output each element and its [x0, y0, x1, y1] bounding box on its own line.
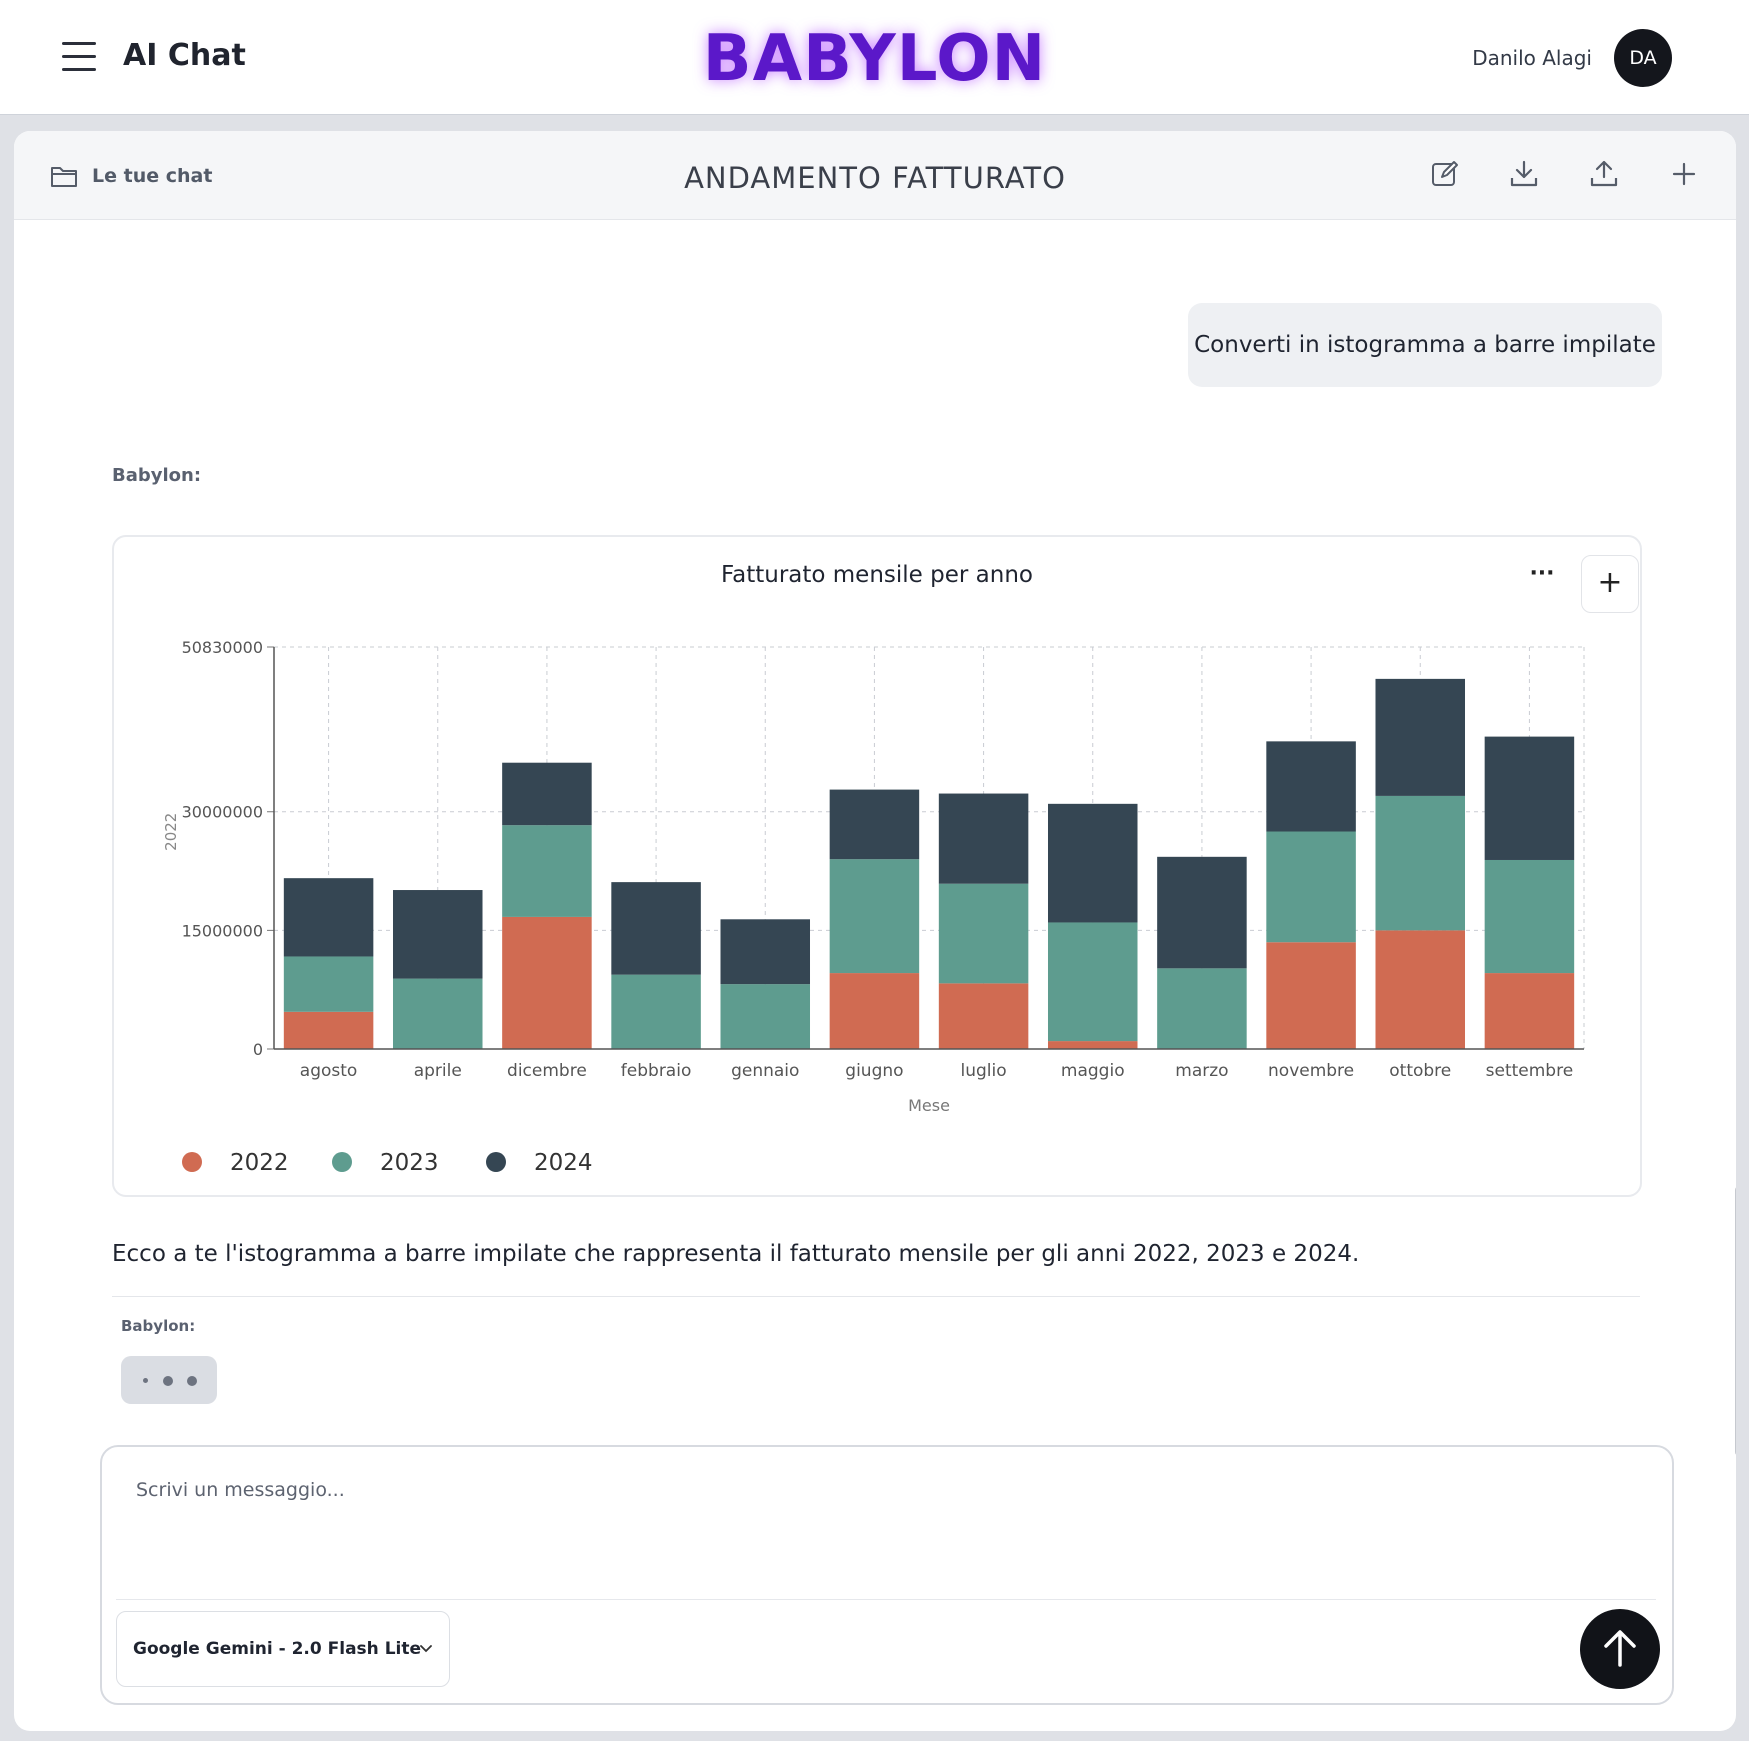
x-tick-label: aprile	[414, 1061, 462, 1081]
bar-2024-dicembre	[502, 762, 592, 826]
legend-label-2024: 2024	[534, 1150, 593, 1176]
x-tick-label: marzo	[1175, 1061, 1228, 1081]
bar-2024-marzo	[1157, 856, 1247, 969]
x-tick-label: giugno	[845, 1061, 903, 1081]
chart-card: Fatturato mensile per anno 0 15000000 30000…	[112, 535, 1642, 1197]
typing-indicator	[121, 1356, 217, 1404]
legend-marker-2022	[182, 1152, 202, 1172]
stacked-bar-chart: Fatturato mensile per anno 0 15000000 30000…	[162, 562, 1585, 1176]
x-tick-label: ottobre	[1389, 1061, 1451, 1081]
bar-2023-settembre	[1484, 859, 1575, 974]
bar-2023-dicembre	[502, 825, 592, 917]
chat-panel: Le tue chat ANDAMENTO FATTURATO Converti…	[14, 131, 1736, 1731]
bar-2022-giugno	[829, 973, 920, 1049]
y-tick-label: 30000000	[182, 803, 263, 822]
top-bar: AI Chat BABYLON Danilo Alagi DA	[0, 0, 1749, 115]
bar-2024-agosto	[283, 878, 374, 957]
bar-2024-febbraio	[611, 882, 701, 975]
bot-label: Babylon:	[112, 465, 202, 486]
bar-2024-gennaio	[720, 919, 811, 985]
upload-icon[interactable]	[1589, 159, 1619, 189]
send-button[interactable]	[1580, 1609, 1660, 1689]
new-chat-icon[interactable]	[1669, 159, 1699, 189]
divider	[112, 1296, 1640, 1297]
bot-label-2: Babylon:	[121, 1317, 196, 1335]
more-options-icon[interactable]: ···	[1529, 561, 1555, 586]
x-tick-label: gennaio	[731, 1061, 799, 1081]
y-tick-label: 50830000	[182, 638, 263, 657]
chart-add-button[interactable]: +	[1581, 555, 1639, 613]
bot-answer: Ecco a te l'istogramma a barre impilate …	[112, 1241, 1360, 1267]
bar-2024-settembre	[1484, 736, 1575, 860]
bar-2023-ottobre	[1375, 795, 1466, 931]
x-tick-label: novembre	[1268, 1061, 1354, 1081]
y-tick-label: 0	[253, 1040, 263, 1059]
legend-marker-2024	[486, 1152, 506, 1172]
bar-2024-novembre	[1266, 741, 1356, 832]
model-label: Google Gemini - 2.0 Flash Lite	[133, 1639, 422, 1659]
arrow-up-icon	[1604, 1630, 1636, 1667]
composer-divider	[116, 1599, 1656, 1600]
x-tick-label: settembre	[1486, 1061, 1574, 1081]
scrollbar[interactable]	[1735, 1186, 1736, 1456]
menu-icon[interactable]	[62, 42, 96, 71]
edit-icon[interactable]	[1430, 159, 1460, 189]
user-name[interactable]: Danilo Alagi	[1472, 46, 1592, 70]
folder-icon	[51, 167, 77, 187]
bar-2022-agosto	[283, 1011, 374, 1049]
your-chats-label: Le tue chat	[92, 165, 213, 187]
bar-2022-novembre	[1266, 942, 1356, 1049]
bar-2023-marzo	[1157, 968, 1247, 1049]
bar-2024-giugno	[829, 789, 920, 860]
bar-2023-febbraio	[611, 974, 701, 1049]
bar-2024-luglio	[938, 793, 1029, 884]
bar-2023-agosto	[283, 956, 374, 1012]
y-tick-label: 15000000	[182, 921, 263, 940]
bar-2024-maggio	[1047, 803, 1138, 923]
bar-2022-settembre	[1484, 973, 1575, 1049]
download-icon[interactable]	[1509, 159, 1539, 189]
bar-2023-luglio	[938, 883, 1029, 984]
user-message: Converti in istogramma a barre impilate	[1188, 303, 1662, 387]
your-chats-button[interactable]: Le tue chat	[50, 163, 212, 189]
message-input[interactable]	[134, 1477, 1618, 1601]
x-tick-label: maggio	[1061, 1061, 1125, 1081]
chart-title: Fatturato mensile per anno	[721, 562, 1033, 588]
bar-2022-dicembre	[502, 916, 592, 1049]
x-tick-label: agosto	[300, 1061, 358, 1081]
x-tick-label: dicembre	[507, 1061, 587, 1081]
x-tick-label: luglio	[961, 1061, 1007, 1081]
bar-2022-ottobre	[1375, 930, 1466, 1049]
legend-label-2023: 2023	[380, 1150, 439, 1176]
app-title: AI Chat	[123, 38, 246, 73]
legend-marker-2023	[332, 1152, 352, 1172]
chevron-down-icon	[420, 1645, 432, 1653]
avatar[interactable]: DA	[1614, 29, 1672, 87]
model-select[interactable]: Google Gemini - 2.0 Flash Lite	[116, 1611, 450, 1687]
bar-2024-ottobre	[1375, 678, 1466, 796]
x-axis-label: Mese	[908, 1096, 950, 1115]
bar-2023-giugno	[829, 859, 920, 974]
message-composer: Google Gemini - 2.0 Flash Lite	[100, 1445, 1674, 1705]
bar-2023-aprile	[392, 978, 483, 1049]
bar-2023-maggio	[1047, 922, 1138, 1042]
bar-2024-aprile	[392, 890, 483, 979]
chat-title: ANDAMENTO FATTURATO	[684, 161, 1066, 195]
chat-header: Le tue chat ANDAMENTO FATTURATO	[14, 131, 1736, 220]
bar-2023-gennaio	[720, 984, 811, 1049]
x-tick-label: febbraio	[621, 1061, 692, 1081]
bar-2022-luglio	[938, 983, 1029, 1049]
legend-label-2022: 2022	[230, 1150, 289, 1176]
y-axis-label: 2022	[162, 813, 180, 851]
bar-2023-novembre	[1266, 831, 1356, 943]
bar-2022-maggio	[1047, 1041, 1138, 1049]
